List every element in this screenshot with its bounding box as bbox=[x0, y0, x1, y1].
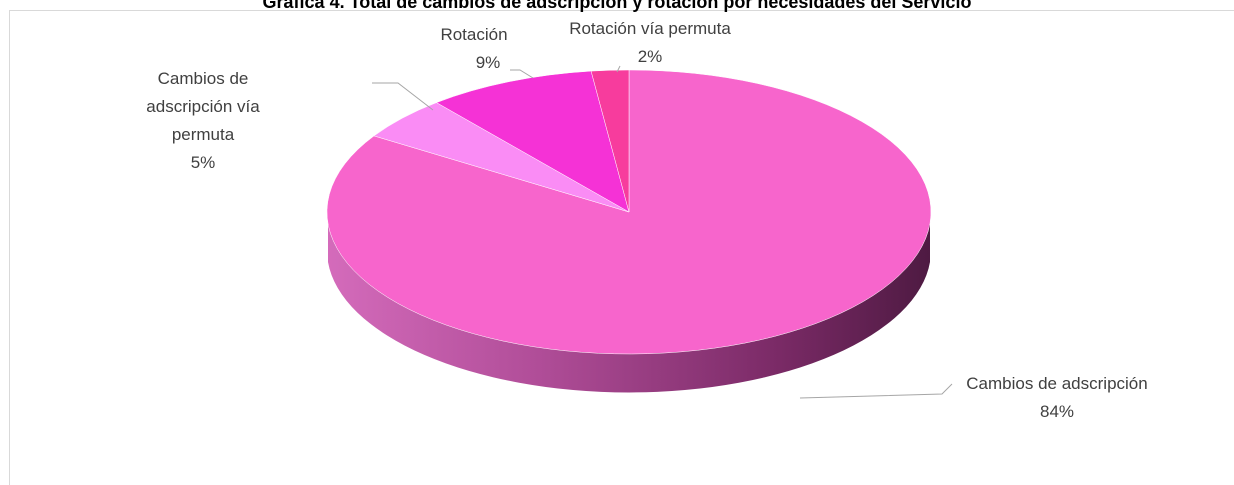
leader-line-rotacion-permuta bbox=[616, 65, 621, 73]
data-label-cambios-name: Cambios de adscripción bbox=[966, 374, 1147, 393]
chart-area bbox=[9, 10, 1234, 485]
data-label-rotacion-name: Rotación bbox=[440, 25, 507, 44]
leader-line-rotacion bbox=[510, 69, 534, 79]
pie-slice-rotacion bbox=[435, 70, 630, 213]
pie-slices bbox=[326, 69, 932, 355]
data-label-rotacion-permuta-name: Rotación vía permuta bbox=[569, 19, 731, 38]
pie-slice-rotacion-permuta bbox=[590, 69, 630, 213]
data-label-cambios-value: 84% bbox=[1040, 402, 1074, 421]
leader-line-cambios-permuta bbox=[372, 82, 434, 111]
data-label-cambios-permuta-name-1: Cambios de bbox=[158, 69, 249, 88]
data-label-cambios-permuta-name-3: permuta bbox=[172, 125, 235, 144]
data-label-rotacion-value: 9% bbox=[476, 53, 501, 72]
leader-line-cambios bbox=[799, 383, 953, 399]
data-label-cambios-permuta-value: 5% bbox=[191, 153, 216, 172]
data-label-rotacion-permuta-value: 2% bbox=[638, 47, 663, 66]
pie-side-wall bbox=[328, 212, 930, 393]
chart-title: Gráfica 4. Total de cambios de adscripci… bbox=[262, 0, 972, 12]
data-label-cambios-permuta-name-2: adscripción vía bbox=[146, 97, 260, 116]
